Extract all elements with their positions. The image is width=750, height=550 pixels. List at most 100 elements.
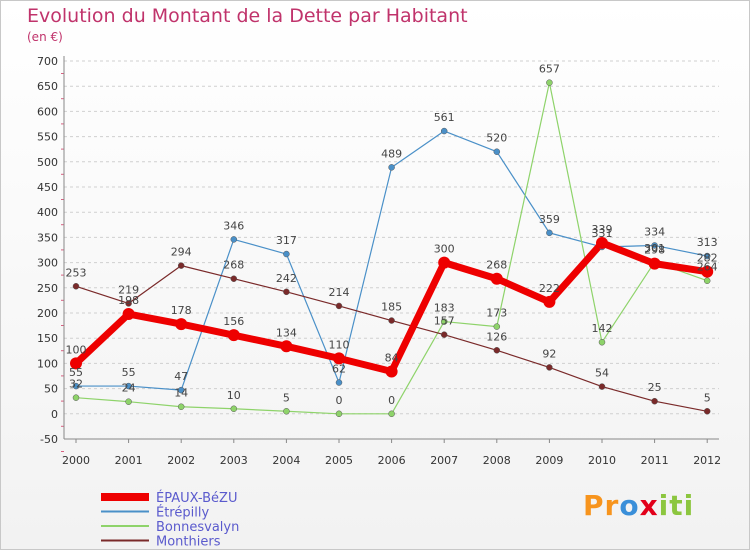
data-label: 55 <box>122 366 136 379</box>
data-point <box>177 403 185 410</box>
y-tick-label: 50 <box>44 383 58 396</box>
data-point <box>598 383 606 390</box>
legend-label: Monthiers <box>156 535 221 550</box>
data-label: 359 <box>539 213 560 226</box>
data-label: 142 <box>592 322 613 335</box>
data-label: 25 <box>648 381 662 394</box>
data-label: 62 <box>332 363 346 376</box>
data-point <box>703 277 711 284</box>
data-point <box>175 318 188 331</box>
data-label: 298 <box>644 244 665 257</box>
data-point <box>227 329 240 342</box>
x-tick-label: 2006 <box>378 454 406 467</box>
data-point <box>72 382 80 390</box>
y-tick-label: 650 <box>37 80 58 93</box>
data-point <box>546 229 553 237</box>
data-label: 5 <box>704 391 711 404</box>
data-label: 657 <box>539 63 560 76</box>
data-label: 253 <box>66 266 87 279</box>
data-point <box>280 340 293 353</box>
data-label: 54 <box>595 367 609 380</box>
data-point <box>283 408 290 415</box>
data-point <box>440 331 448 338</box>
data-point <box>388 164 395 171</box>
data-label: 317 <box>276 234 297 247</box>
x-tick-label: 2001 <box>115 454 143 467</box>
data-point <box>438 256 451 269</box>
proxiti-logo: Proxiti <box>583 489 695 522</box>
data-label: 198 <box>118 294 139 307</box>
grid-lines <box>64 60 719 440</box>
data-label: 10 <box>227 389 241 402</box>
x-tick-label: 2003 <box>220 454 248 467</box>
x-tick-label: 2005 <box>325 454 353 467</box>
x-tick-label: 2012 <box>693 454 721 467</box>
x-tick-label: 2004 <box>272 454 300 467</box>
data-label: 134 <box>276 326 297 339</box>
data-label: 520 <box>486 132 507 145</box>
data-label: 222 <box>539 282 560 295</box>
data-label: 126 <box>486 330 507 343</box>
y-tick-label: 500 <box>37 156 58 169</box>
data-label: 24 <box>122 382 136 395</box>
y-tick-label: 200 <box>37 307 58 320</box>
data-label: 185 <box>381 301 402 314</box>
data-label: 219 <box>118 283 139 296</box>
data-label: 264 <box>697 261 718 274</box>
y-tick-label: 700 <box>37 55 58 68</box>
data-label: 294 <box>171 246 192 259</box>
data-point <box>125 398 132 405</box>
data-point <box>230 405 238 413</box>
data-point <box>72 394 80 401</box>
x-tick-label: 2011 <box>641 454 669 467</box>
x-tick-label: 2007 <box>430 454 458 467</box>
x-tick-label: 2009 <box>535 454 563 467</box>
chart-subtitle: (en €) <box>27 30 63 44</box>
x-tick-label: 2002 <box>167 454 195 467</box>
data-point <box>493 148 501 155</box>
data-point <box>493 323 501 330</box>
x-tick-label: 2008 <box>483 454 511 467</box>
data-label: 0 <box>388 394 395 407</box>
data-point <box>283 250 290 258</box>
data-point <box>598 338 606 346</box>
y-tick-label: 300 <box>37 257 58 270</box>
x-tick-labels: 2000 2001 2002 2003 2004 2005 2006 2007 2008 2009… <box>62 454 721 467</box>
data-point <box>440 127 448 135</box>
data-label: 334 <box>644 225 665 238</box>
data-point <box>546 79 553 86</box>
data-label: 32 <box>69 378 83 391</box>
x-tick-label: 2010 <box>588 454 616 467</box>
y-tick-label: 100 <box>37 357 58 370</box>
y-tick-label: 600 <box>37 105 58 118</box>
data-point <box>651 397 658 405</box>
data-label: 339 <box>592 223 613 236</box>
y-tick-labels: -50 0 50 100 150 200 250 300 350 400 450 500 550 600 6… <box>37 55 58 446</box>
data-label: 100 <box>66 343 87 356</box>
data-point <box>125 300 132 307</box>
data-label: 110 <box>329 338 350 351</box>
data-point <box>72 283 80 290</box>
data-point <box>335 379 343 386</box>
axes <box>61 56 719 452</box>
legend-label: Bonnesvalyn <box>156 520 239 535</box>
data-point <box>651 242 658 249</box>
data-label: 5 <box>283 391 290 404</box>
data-label: 300 <box>434 243 455 256</box>
data-point <box>648 257 661 270</box>
data-point <box>230 275 238 282</box>
y-tick-label: -50 <box>40 433 58 446</box>
data-point <box>335 302 343 310</box>
data-point <box>388 410 395 418</box>
data-label: 157 <box>434 315 455 328</box>
chart-title: Evolution du Montant de la Dette par Hab… <box>27 5 468 27</box>
data-label: 489 <box>381 147 402 160</box>
data-point <box>703 252 711 260</box>
data-point <box>125 382 132 390</box>
data-label: 178 <box>171 304 192 317</box>
y-tick-label: 0 <box>51 408 58 421</box>
